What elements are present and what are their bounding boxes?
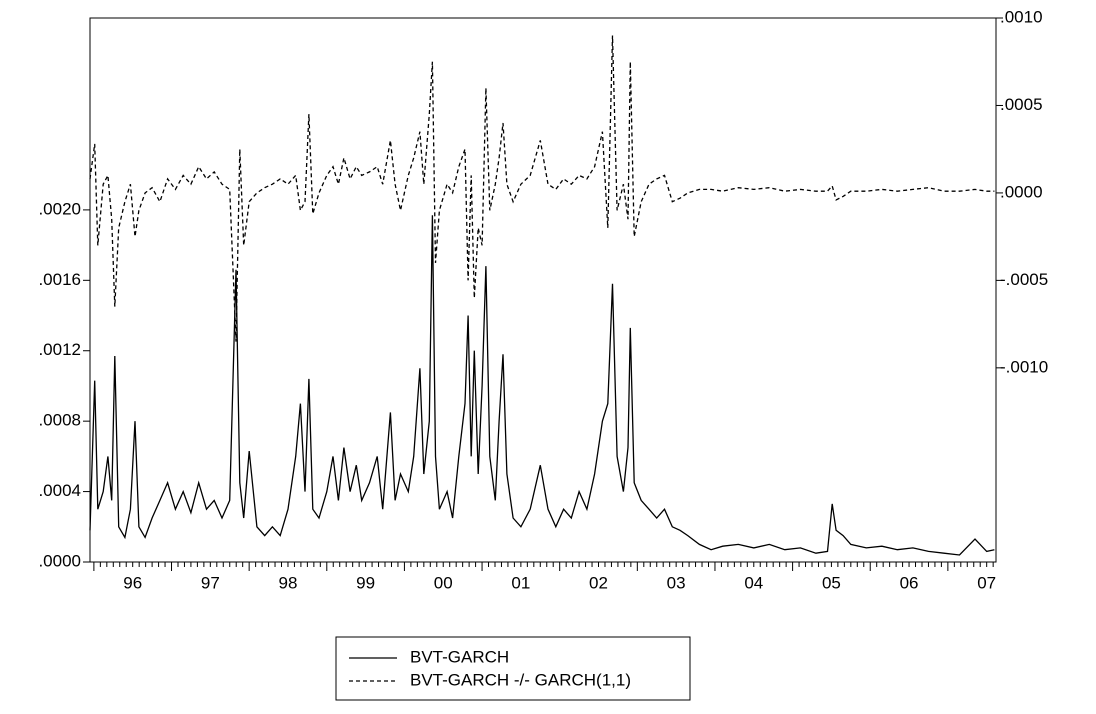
y-tick-label: .0016 xyxy=(38,270,81,289)
y-tick-label: .0004 xyxy=(38,481,81,500)
legend-label: BVT-GARCH xyxy=(410,647,509,666)
y-tick-label: .0012 xyxy=(38,340,81,359)
x-tick-label: 98 xyxy=(279,573,298,592)
legend-label: BVT-GARCH -/- GARCH(1,1) xyxy=(410,670,631,689)
x-tick-label: 03 xyxy=(667,573,686,592)
y2-tick-label: -.0005 xyxy=(1000,270,1048,289)
x-tick-label: 97 xyxy=(201,573,220,592)
plot-frame xyxy=(89,17,997,563)
x-tick-label: 96 xyxy=(123,573,142,592)
y-tick-label: .0000 xyxy=(38,551,81,570)
y2-tick-label: -.0010 xyxy=(1000,357,1048,376)
x-tick-label: 04 xyxy=(744,573,763,592)
x-tick-label: 01 xyxy=(511,573,530,592)
legend: BVT-GARCH BVT-GARCH -/- GARCH(1,1) xyxy=(335,636,691,701)
y-tick-label: .0020 xyxy=(38,199,81,218)
series-line xyxy=(89,35,995,342)
x-tick-label: 06 xyxy=(900,573,919,592)
x-tick-label: 05 xyxy=(822,573,841,592)
y2-tick-label: .0000 xyxy=(1000,182,1043,201)
x-tick-label: 00 xyxy=(434,573,453,592)
y2-tick-label: .0005 xyxy=(1000,95,1043,114)
x-tick-label: 07 xyxy=(977,573,996,592)
y-tick-label: .0008 xyxy=(38,411,81,430)
x-tick-label: 99 xyxy=(356,573,375,592)
x-tick-label: 02 xyxy=(589,573,608,592)
y2-tick-label: .0010 xyxy=(1000,7,1043,26)
series-line xyxy=(89,215,995,556)
legend-box xyxy=(335,636,691,701)
